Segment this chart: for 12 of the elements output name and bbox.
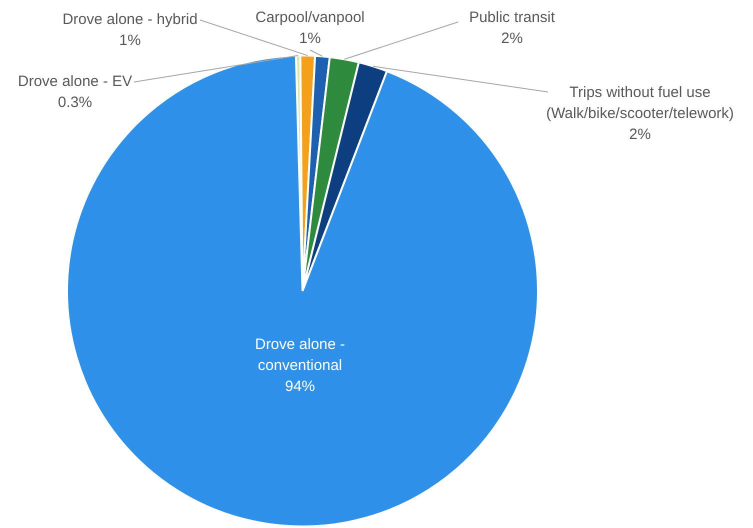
data-label: 1% <box>299 30 321 48</box>
data-label: 2% <box>501 30 523 48</box>
data-label: 94% <box>284 378 316 396</box>
data-label: 2% <box>629 126 651 144</box>
slice-label: Carpool/vanpool <box>255 9 365 26</box>
slice-label: Trips without fuel use (Walk/bike/scooter/telework) <box>546 84 734 122</box>
slice-label: Drove alone - hybrid <box>62 11 198 28</box>
data-label: 1% <box>119 32 141 50</box>
slice-label: Drove alone - EV <box>18 73 132 90</box>
data-label: 0.3% <box>58 94 92 112</box>
slice-label: Drove alone - conventional <box>254 336 346 374</box>
slice-label: Public transit <box>469 9 556 26</box>
